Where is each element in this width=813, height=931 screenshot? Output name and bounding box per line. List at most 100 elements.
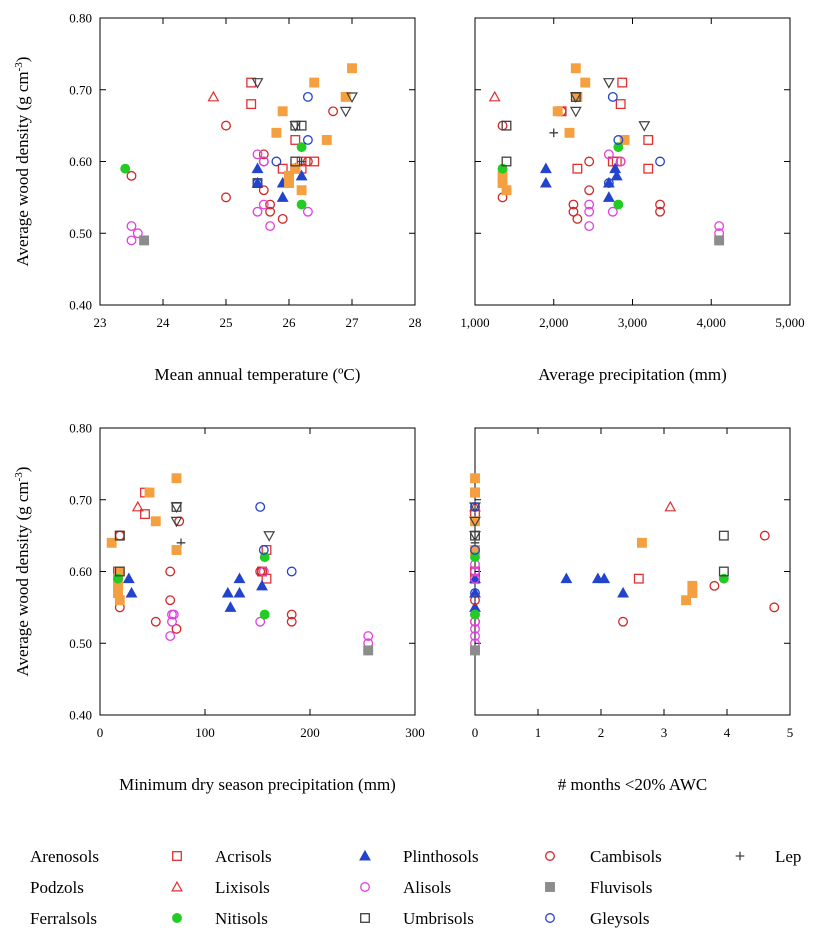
- legend-marker-acrisols: [172, 851, 182, 861]
- legend-item-ferralsols: Ferralsols: [30, 909, 97, 928]
- legend-marker-leptosols: [735, 851, 745, 861]
- chart-panel-4: 0 1 2 3 4 5 # months <20% AWC: [469, 427, 794, 794]
- data-point-ferralsols: [171, 473, 182, 484]
- data-point-cambisols: [114, 530, 125, 541]
- data-point-ferralsols: [687, 588, 698, 598]
- x-axis-label: Mean annual temperature (ºC): [155, 365, 361, 384]
- data-point-plinthosols: [295, 169, 308, 181]
- data-point-cambisols: [328, 106, 339, 117]
- data-point-plinthosols: [251, 162, 264, 174]
- data-point-cambisols: [572, 213, 583, 224]
- data-point-plinthosols: [221, 586, 234, 598]
- data-point-cambisols: [470, 595, 480, 606]
- data-point-fluvisols: [714, 235, 725, 246]
- data-point-cambisols: [258, 185, 269, 196]
- data-point-umbrisols: [114, 530, 125, 541]
- x-tick-label: 100: [195, 725, 215, 740]
- x-tick-label: 5: [787, 725, 794, 740]
- data-point-alisols: [132, 228, 143, 239]
- legend-marker-alisols: [360, 882, 370, 892]
- data-point-acrisols: [617, 77, 628, 88]
- data-point-gleysols: [258, 545, 269, 555]
- chart-panel-3: 0 100 200 300 0.40 0.50 0.60 0.70 0.80 Minimum dr…: [13, 421, 425, 795]
- data-point-cambisols: [584, 185, 595, 196]
- x-tick-label: 0: [472, 725, 479, 740]
- data-point-nitisols: [296, 142, 307, 153]
- legend-marker-fluvisols: [545, 882, 555, 892]
- data-point-ferralsols: [681, 595, 692, 606]
- x-axis-label: # months <20% AWC: [558, 775, 707, 794]
- data-point-nitisols: [259, 552, 270, 563]
- data-point-umbrisols: [718, 566, 729, 577]
- data-point-cambisols: [584, 156, 595, 167]
- data-point-ferralsols: [347, 63, 357, 74]
- x-axis-label: Minimum dry season precipitation (mm): [119, 775, 396, 794]
- y-axis-label: Average wood density (g cm-3): [13, 57, 32, 267]
- data-point-ferralsols: [580, 77, 591, 88]
- data-point-ferralsols: [106, 537, 117, 548]
- data-point-acrisols: [572, 163, 583, 174]
- legend-marker-gleysols: [545, 913, 555, 923]
- data-point-podzols: [339, 106, 352, 118]
- data-point-alisols: [603, 149, 614, 160]
- legend-item-fluvisols: Fluvisols: [545, 878, 652, 897]
- legend-item-umbrisols: Umbrisols: [360, 909, 474, 928]
- data-point-gleysols: [302, 91, 313, 102]
- data-point-nitisols: [259, 609, 270, 620]
- data-point-ferralsols: [321, 135, 332, 145]
- x-tick-label: 5,000: [775, 315, 804, 330]
- data-point-ferralsols: [171, 545, 182, 555]
- data-point-alisols: [470, 623, 480, 634]
- x-tick-label: 200: [300, 725, 320, 740]
- data-point-cambisols: [769, 602, 780, 613]
- plot-frame: [474, 17, 791, 306]
- data-point-podzols: [251, 78, 264, 89]
- data-point-cambisols: [759, 530, 770, 541]
- x-tick-label: 0: [97, 725, 104, 740]
- data-point-cambisols: [286, 616, 297, 627]
- data-point-plinthosols: [560, 572, 573, 584]
- data-point-cambisols: [709, 580, 720, 591]
- data-point-acrisols: [277, 163, 288, 174]
- y-tick-label: 0.50: [69, 636, 92, 651]
- data-point-alisols: [258, 199, 269, 210]
- data-point-plinthosols: [256, 579, 268, 591]
- data-point-alisols: [252, 206, 263, 217]
- data-point-alisols: [258, 156, 269, 167]
- data-point-alisols: [167, 616, 177, 627]
- x-tick-label: 24: [157, 315, 171, 330]
- legend-item-alisols: Alisols: [360, 878, 451, 897]
- y-tick-label: 0.40: [69, 298, 92, 313]
- legend-label: Cambisols: [590, 847, 662, 866]
- data-point-cambisols: [165, 566, 176, 577]
- x-tick-label: 26: [283, 315, 297, 330]
- data-point-ferralsols: [114, 595, 125, 606]
- data-point-plinthosols: [609, 162, 622, 174]
- x-axis-label: Average precipitation (mm): [538, 365, 727, 384]
- legend-label: Podzols: [30, 878, 84, 897]
- data-point-umbrisols: [501, 120, 512, 131]
- data-point-alisols: [470, 631, 480, 642]
- data-point-umbrisols: [718, 530, 729, 541]
- data-point-nitisols: [613, 142, 624, 153]
- data-point-ferralsols: [271, 127, 282, 138]
- legend-label: Alisols: [403, 878, 451, 897]
- data-point-podzols: [263, 531, 276, 542]
- legend-item-acrisols: Acrisols: [172, 847, 272, 866]
- x-tick-label: 4,000: [697, 315, 726, 330]
- data-point-cambisols: [165, 595, 176, 606]
- legend-label: Gleysols: [590, 909, 650, 928]
- data-point-umbrisols: [290, 156, 301, 167]
- data-point-alisols: [126, 221, 137, 232]
- legend-label: Plinthosols: [403, 847, 479, 866]
- data-point-acrisols: [643, 163, 654, 174]
- x-tick-label: 23: [94, 315, 107, 330]
- data-point-podzols: [170, 516, 183, 528]
- data-point-alisols: [584, 206, 595, 217]
- y-tick-label: 0.70: [69, 492, 92, 507]
- legend-item-cambisols: Cambisols: [545, 847, 662, 866]
- data-point-ferralsols: [284, 170, 294, 181]
- y-axis-label: Average wood density (g cm-3): [13, 467, 32, 677]
- data-point-plinthosols: [125, 586, 138, 598]
